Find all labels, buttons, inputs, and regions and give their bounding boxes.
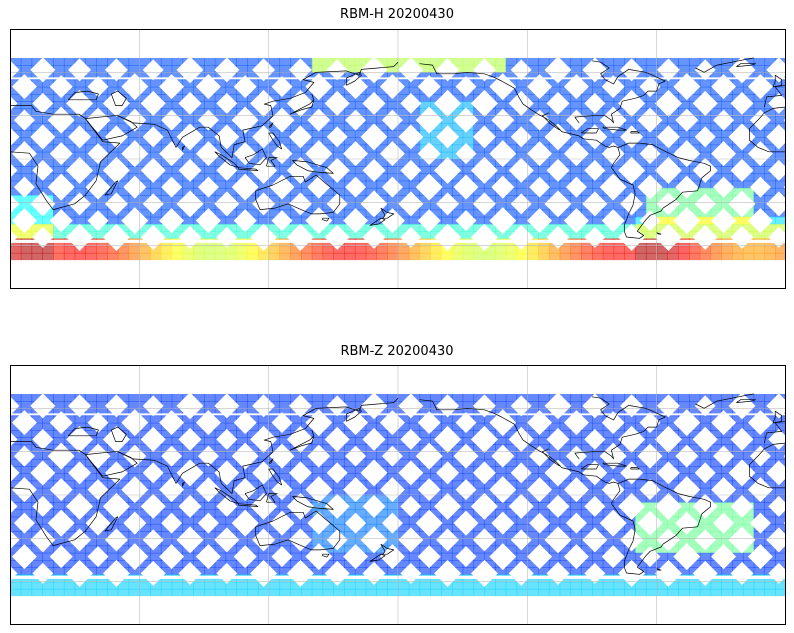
rbm-z-coastline (574, 396, 666, 460)
rbm-h-coastline (10, 105, 121, 210)
rbm-h-coastline (611, 142, 711, 239)
rbm-z-map (10, 365, 786, 625)
rbm-h-coastline (581, 128, 599, 134)
rbm-z-coastline (736, 399, 757, 403)
rbm-h-coastline (292, 160, 334, 174)
rbm-z-coastline (292, 496, 334, 510)
rbm-z-gridlines (10, 365, 786, 625)
rbm-h-coastline (104, 180, 119, 196)
rbm-z-coastline (602, 462, 627, 467)
rbm-h-coastline (266, 157, 278, 167)
rbm-z-coastline (772, 410, 783, 424)
rbm-h-coastline (85, 115, 138, 141)
rbm-h-coastline (369, 217, 386, 226)
rbm-h-coastline (67, 90, 99, 101)
rbm-h-gridlines (10, 29, 786, 289)
rbm-h-coastline (238, 167, 259, 171)
rbm-h-map (10, 29, 786, 289)
rbm-z-coastline (695, 393, 754, 409)
rbm-h-coastline (542, 112, 560, 131)
rbm-h-coastline (764, 84, 786, 108)
rbm-h-coastline (268, 132, 282, 150)
rbm-h-coastline (268, 122, 274, 128)
rbm-h-coastline (255, 174, 341, 215)
rbm-h-coastline (345, 71, 362, 86)
rbm-h-coastline (574, 60, 666, 124)
rbm-z-coastline (419, 399, 619, 484)
rbm-z-coastline (542, 448, 560, 467)
rbm-h-coastline (602, 126, 627, 131)
rbm-z-coastline (67, 426, 99, 437)
panel-title-rbm-h: RBM-H 20200430 (340, 7, 454, 22)
panel-title-rbm-z: RBM-Z 20200430 (340, 344, 454, 359)
rbm-z-coastline (764, 420, 786, 444)
rbm-z-coastline (630, 467, 640, 470)
rbm-z-coastline (255, 510, 341, 551)
rbm-h-coastline (749, 106, 786, 153)
rbm-z-coastline (110, 426, 127, 442)
rbm-z-coastline (749, 442, 786, 489)
rbm-z-coastline (85, 451, 138, 477)
rbm-h-coastlines (10, 57, 786, 239)
rbm-h-coastline (380, 207, 395, 219)
rbm-h-coastline (290, 93, 315, 115)
rbm-z-coastline (268, 458, 274, 464)
rbm-z-coastline (117, 397, 399, 494)
rbm-z-frame (10, 365, 786, 625)
rbm-z-coastline (380, 543, 395, 555)
rbm-z-coastline (266, 493, 278, 503)
rbm-z-coastline (290, 429, 315, 451)
rbm-h-coastline (322, 217, 330, 222)
rbm-h-coastline (419, 63, 619, 148)
rbm-z-coastline (581, 464, 599, 470)
rbm-h-coastline (736, 63, 757, 67)
rbm-z-coastline (369, 553, 386, 562)
rbm-h-coastline (656, 232, 662, 235)
rbm-z-coastline (104, 516, 119, 532)
rbm-h-coastline (182, 145, 185, 151)
rbm-h-coastline (695, 57, 754, 73)
rbm-h-frame (10, 29, 786, 289)
rbm-z-coastlines (10, 393, 786, 575)
rbm-h-coastline (244, 148, 267, 166)
rbm-z-coastline (10, 441, 121, 546)
rbm-h-coastline (630, 131, 640, 134)
rbm-h-coastline (110, 90, 127, 106)
rbm-z-coastline (322, 553, 330, 558)
rbm-h-coastline (772, 74, 783, 88)
rbm-z-coastline (182, 481, 185, 487)
rbm-h-coastline (117, 61, 399, 158)
rbm-z-coastline (268, 468, 282, 486)
rbm-z-coastline (611, 478, 711, 575)
rbm-z-coastline (238, 503, 259, 507)
rbm-z-coastline (345, 407, 362, 422)
rbm-z-coastline (656, 568, 662, 571)
rbm-z-coastline (244, 484, 267, 502)
